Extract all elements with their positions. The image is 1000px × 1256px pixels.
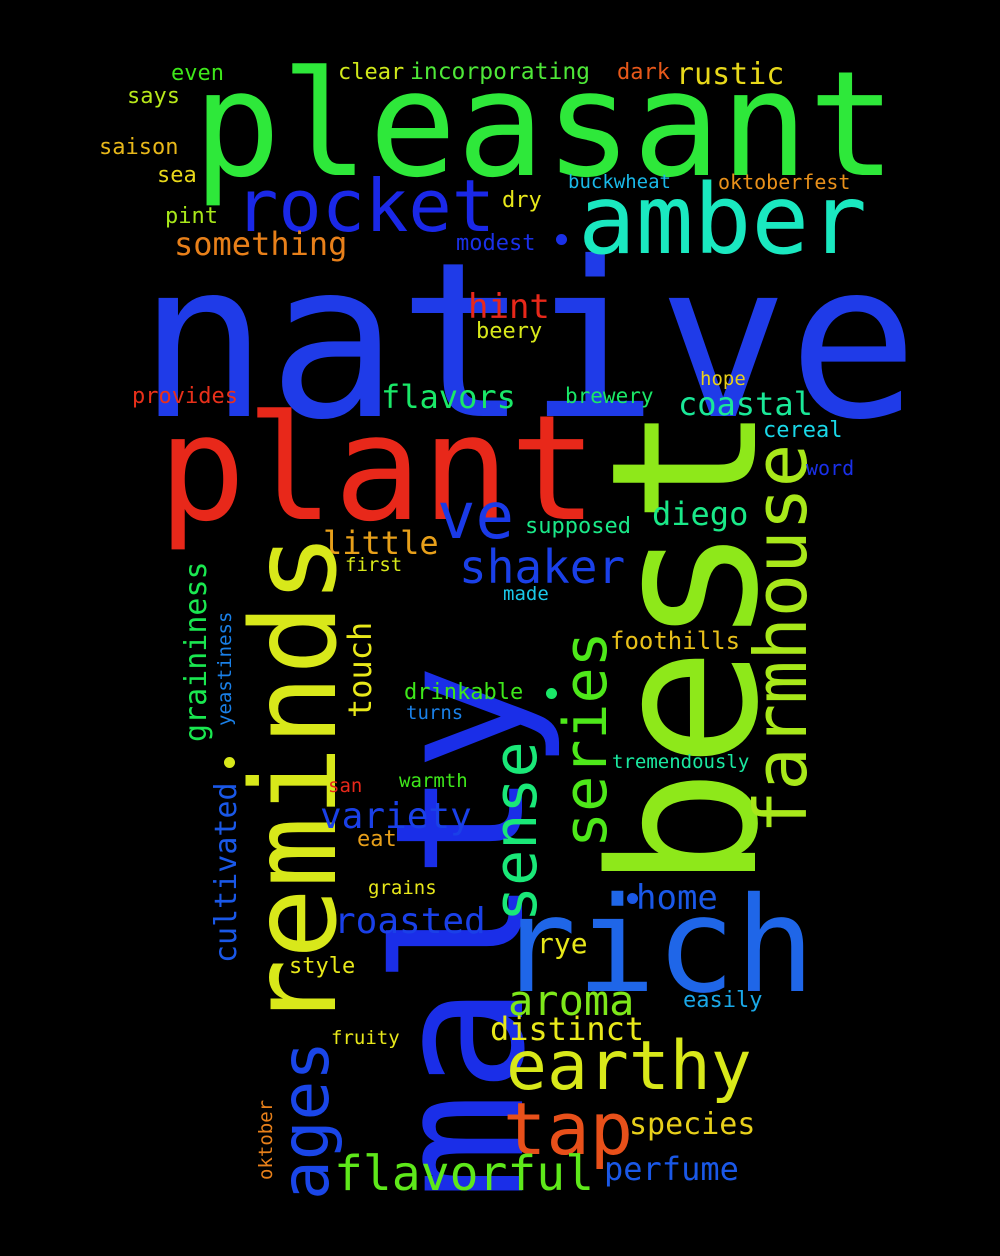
word-supposed: supposed	[525, 514, 631, 539]
word-grains: grains	[368, 877, 437, 899]
dot-marker	[627, 893, 638, 904]
word-pleasant: pleasant	[193, 40, 897, 210]
word-rich: rich	[497, 869, 815, 1023]
word-ages: ages	[267, 1041, 344, 1200]
word-shaker: shaker	[459, 540, 626, 594]
word-foothills: foothills	[610, 627, 741, 655]
word-provides: provides	[132, 384, 238, 409]
word-variety: variety	[320, 796, 472, 837]
word-coastal: coastal	[678, 385, 813, 423]
dot-marker	[546, 688, 557, 699]
word-series: series	[551, 631, 621, 848]
word-flavors: flavors	[381, 378, 516, 416]
dot-marker	[556, 234, 567, 245]
word-clear: clear	[338, 60, 405, 85]
word-buckwheat: buckwheat	[568, 171, 671, 193]
word-farmhouse: farmhouse	[739, 443, 823, 834]
word-flavorful: flavorful	[334, 1146, 595, 1202]
word-roasted: roasted	[334, 901, 486, 942]
word-fruity: fruity	[331, 1027, 400, 1049]
word-style: style	[289, 954, 356, 979]
word-easily: easily	[683, 988, 763, 1013]
word-yeastiness: yeastiness	[214, 611, 236, 726]
word-diego: diego	[652, 495, 749, 533]
word-hint: hint	[468, 287, 550, 327]
word-warmth: warmth	[399, 770, 468, 792]
word-something: something	[174, 225, 348, 263]
word-distinct: distinct	[490, 1010, 645, 1048]
word-rocket: rocket	[235, 164, 496, 248]
word-plant: plant	[158, 384, 598, 554]
word-saison: saison	[99, 135, 179, 160]
word-graininess: graininess	[179, 561, 214, 742]
word-says: says	[127, 84, 180, 109]
word-drinkable: drinkable	[404, 680, 524, 705]
word-pint: pint	[165, 204, 218, 229]
word-earthy: earthy	[506, 1027, 752, 1106]
word-sense: sense	[481, 741, 551, 922]
word-dry: dry	[502, 188, 542, 213]
word-species: species	[629, 1107, 756, 1142]
word-first: first	[345, 554, 403, 576]
word-brewery: brewery	[565, 384, 654, 408]
word-turns: turns	[406, 702, 464, 724]
word-san: san	[328, 775, 363, 797]
word-even: even	[171, 61, 224, 86]
word-little: little	[323, 524, 439, 562]
word-word: word	[806, 456, 855, 480]
word-sea: sea	[157, 163, 197, 188]
word-native: native	[138, 216, 919, 467]
word-tap: tap	[503, 1087, 634, 1171]
word-dark: dark	[617, 60, 670, 85]
word-hope: hope	[700, 368, 746, 390]
word-rye: rye	[537, 927, 588, 960]
word-incorporating: incorporating	[410, 59, 591, 85]
word-oktober: oktober	[255, 1099, 277, 1180]
word-aroma: aroma	[508, 976, 635, 1025]
word-perfume: perfume	[604, 1150, 739, 1188]
word-touch: touch	[341, 621, 379, 718]
word-modest: modest	[456, 231, 536, 256]
word-home: home	[636, 878, 718, 918]
word-oktoberfest: oktoberfest	[718, 170, 851, 194]
word-ve: ve	[437, 480, 515, 554]
word-amber: amber	[578, 164, 867, 276]
dot-marker	[224, 757, 235, 768]
word-tremendously: tremendously	[612, 751, 750, 773]
word-beery: beery	[476, 319, 543, 344]
word-cereal: cereal	[763, 418, 843, 443]
word-eat: eat	[357, 827, 397, 852]
word-cultivated: cultivated	[209, 782, 244, 963]
word-rustic: rustic	[676, 57, 785, 92]
word-made: made	[503, 583, 549, 605]
